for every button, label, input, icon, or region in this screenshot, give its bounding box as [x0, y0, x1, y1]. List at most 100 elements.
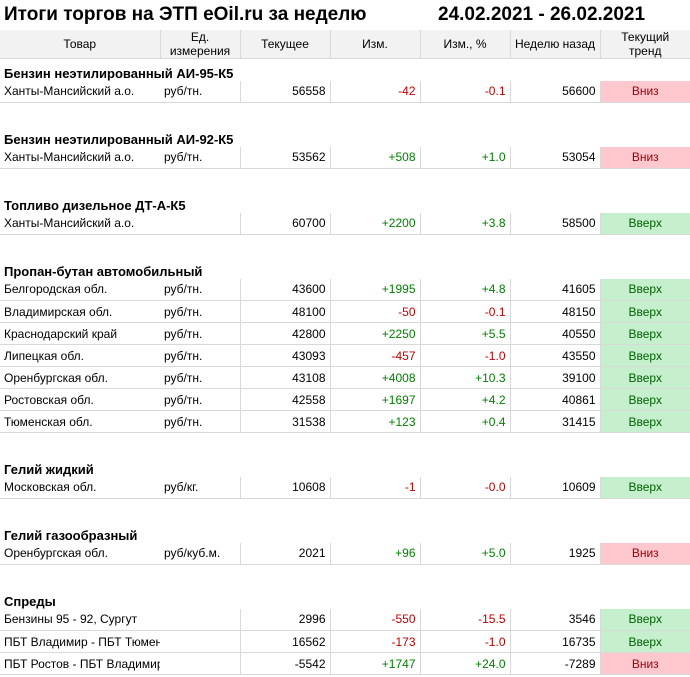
trading-results-table: Товар Ед. измерения Текущее Изм. Изм., %…: [0, 30, 690, 675]
cell-region: Ростовская обл.: [0, 388, 160, 411]
spacer-row: [0, 499, 690, 521]
cell-change-pct: +4.8: [420, 278, 511, 301]
cell-current: 31538: [240, 410, 331, 433]
trend-badge: Вверх: [600, 476, 690, 499]
trend-badge: Вверх: [600, 300, 690, 323]
table-row: Ханты-Мансийский а.о. руб/тн. 53562 +508 +1.…: [0, 146, 690, 169]
section-header-row: Гелий жидкий: [0, 455, 690, 477]
cell-change: -457: [330, 344, 421, 367]
table-row: ПБТ Ростов - ПБТ Владимир -5542 +1747 +24.0…: [0, 652, 690, 675]
cell-region: Белгородская обл.: [0, 278, 160, 301]
cell-change-pct: -0.0: [420, 476, 511, 499]
section-header-row: Бензин неэтилированный АИ-95-К5: [0, 59, 690, 81]
cell-unit: руб/куб.м.: [160, 542, 241, 565]
trend-badge: Вниз: [600, 542, 690, 565]
report-title: Итоги торгов на ЭТП eOil.ru за неделю: [4, 4, 367, 25]
cell-week-ago: 58500: [510, 212, 601, 235]
header-row: Товар Ед. измерения Текущее Изм. Изм., %…: [0, 30, 690, 59]
table-row: Бензины 95 - 92, Сургут 2996 -550 -15.5 3546…: [0, 608, 690, 631]
cell-current: 16562: [240, 630, 331, 653]
trend-badge: Вверх: [600, 278, 690, 301]
cell-unit: [160, 212, 241, 235]
spacer-cell: [0, 169, 690, 191]
cell-region: Ханты-Мансийский а.о.: [0, 212, 160, 235]
cell-current: 48100: [240, 300, 331, 323]
cell-region: Ханты-Мансийский а.о.: [0, 146, 160, 169]
cell-change: +2200: [330, 212, 421, 235]
col-header-current: Текущее: [240, 30, 331, 59]
cell-current: -5542: [240, 652, 331, 675]
cell-current: 10608: [240, 476, 331, 499]
cell-region: ПБТ Владимир - ПБТ Тюмень: [0, 630, 160, 653]
spacer-cell: [0, 499, 690, 521]
spacer-row: [0, 169, 690, 191]
cell-current: 43093: [240, 344, 331, 367]
section-header-row: Бензин неэтилированный АИ-92-К5: [0, 125, 690, 147]
cell-week-ago: 41605: [510, 278, 601, 301]
cell-unit: [160, 630, 241, 653]
cell-change-pct: +4.2: [420, 388, 511, 411]
table-row: Оренбургская обл. руб/куб.м. 2021 +96 +5.0 19…: [0, 542, 690, 565]
cell-week-ago: 43550: [510, 344, 601, 367]
cell-change: +508: [330, 146, 421, 169]
table-body: Бензин неэтилированный АИ-95-К5 Ханты-Ман…: [0, 59, 690, 675]
cell-change: +123: [330, 410, 421, 433]
cell-region: Оренбургская обл.: [0, 542, 160, 565]
col-header-change-pct: Изм., %: [420, 30, 511, 59]
trend-badge: Вверх: [600, 388, 690, 411]
col-header-week-ago: Неделю назад: [510, 30, 601, 59]
spacer-row: [0, 565, 690, 587]
cell-week-ago: 16735: [510, 630, 601, 653]
table-row: Оренбургская обл. руб/тн. 43108 +4008 +10.3 3…: [0, 366, 690, 389]
cell-week-ago: 10609: [510, 476, 601, 499]
cell-unit: руб/кг.: [160, 476, 241, 499]
cell-change-pct: +5.5: [420, 322, 511, 345]
table-row: Ростовская обл. руб/тн. 42558 +1697 +4.2 4086…: [0, 388, 690, 411]
trend-badge: Вверх: [600, 608, 690, 631]
cell-region: Владимирская обл.: [0, 300, 160, 323]
cell-change: +4008: [330, 366, 421, 389]
cell-region: Бензины 95 - 92, Сургут: [0, 608, 160, 631]
cell-week-ago: 56600: [510, 80, 601, 103]
trend-badge: Вниз: [600, 80, 690, 103]
table-row: Владимирская обл. руб/тн. 48100 -50 -0.1 4815…: [0, 300, 690, 323]
cell-current: 60700: [240, 212, 331, 235]
cell-unit: руб/тн.: [160, 80, 241, 103]
cell-change-pct: -1.0: [420, 344, 511, 367]
cell-region: Оренбургская обл.: [0, 366, 160, 389]
trend-badge: Вверх: [600, 630, 690, 653]
cell-change-pct: +24.0: [420, 652, 511, 675]
cell-current: 53562: [240, 146, 331, 169]
cell-change: -173: [330, 630, 421, 653]
cell-unit: руб/тн.: [160, 322, 241, 345]
spacer-row: [0, 433, 690, 455]
cell-change-pct: +10.3: [420, 366, 511, 389]
section-title: Гелий газообразный: [4, 527, 138, 543]
cell-week-ago: 39100: [510, 366, 601, 389]
col-header-product: Товар: [0, 30, 161, 59]
cell-unit: [160, 608, 241, 631]
cell-region: Краснодарский край: [0, 322, 160, 345]
cell-week-ago: 48150: [510, 300, 601, 323]
cell-unit: руб/тн.: [160, 344, 241, 367]
trend-badge: Вверх: [600, 322, 690, 345]
col-header-change: Изм.: [330, 30, 421, 59]
table-row: ПБТ Владимир - ПБТ Тюмень 16562 -173 -1.0 16…: [0, 630, 690, 653]
cell-change: +96: [330, 542, 421, 565]
cell-change: -550: [330, 608, 421, 631]
cell-change: +2250: [330, 322, 421, 345]
cell-region: ПБТ Ростов - ПБТ Владимир: [0, 652, 160, 675]
cell-region: Тюменская обл.: [0, 410, 160, 433]
cell-change-pct: -0.1: [420, 300, 511, 323]
cell-change: +1697: [330, 388, 421, 411]
cell-unit: [160, 652, 241, 675]
spacer-cell: [0, 235, 690, 257]
table-row: Белгородская обл. руб/тн. 43600 +1995 +4.8 41…: [0, 278, 690, 301]
table-row: Ханты-Мансийский а.о. 60700 +2200 +3.8 58500…: [0, 212, 690, 235]
cell-change: +1995: [330, 278, 421, 301]
section-title: Топливо дизельное ДТ-А-К5: [4, 197, 186, 213]
cell-change-pct: -15.5: [420, 608, 511, 631]
cell-change-pct: +5.0: [420, 542, 511, 565]
cell-week-ago: -7289: [510, 652, 601, 675]
